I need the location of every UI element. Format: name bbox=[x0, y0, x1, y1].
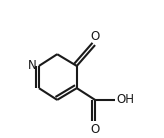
Text: O: O bbox=[90, 30, 100, 43]
Text: O: O bbox=[90, 123, 100, 136]
Text: N: N bbox=[28, 59, 37, 72]
Text: OH: OH bbox=[117, 93, 135, 106]
